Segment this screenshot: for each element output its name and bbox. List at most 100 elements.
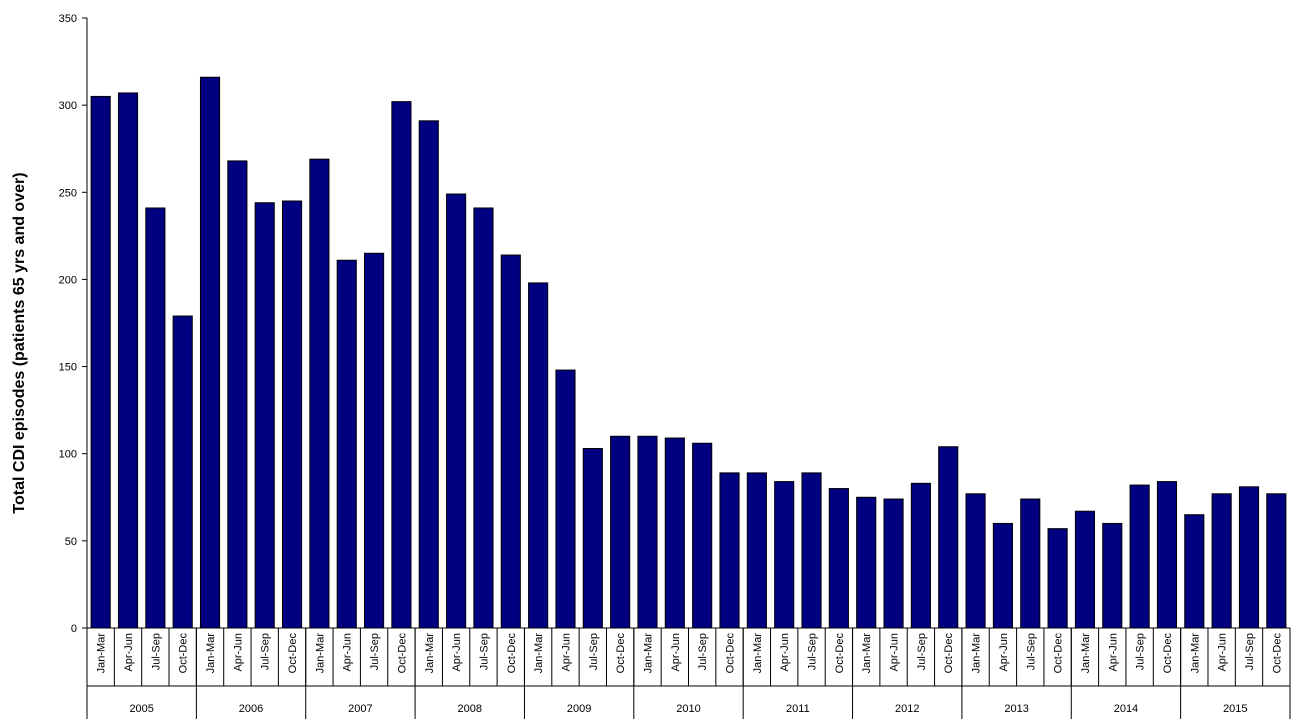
x-quarter-label: Apr-Jun bbox=[1107, 633, 1119, 672]
x-quarter-label: Apr-Jun bbox=[123, 633, 135, 672]
bar bbox=[1047, 528, 1068, 629]
x-quarter-label: Jul-Sep bbox=[1025, 633, 1037, 670]
x-quarter-label: Oct-Dec bbox=[615, 633, 627, 674]
x-quarter-label: Jul-Sep bbox=[478, 633, 490, 670]
bar bbox=[883, 498, 904, 629]
bar bbox=[1184, 514, 1205, 629]
x-quarter-label: Jan-Mar bbox=[533, 633, 545, 674]
bar bbox=[336, 259, 357, 629]
x-quarter-label: Jan-Mar bbox=[752, 633, 764, 674]
x-quarter-label: Oct-Dec bbox=[943, 633, 955, 674]
x-axis: Jan-Mar Apr-Jun Jul-Sep Oct-Dec 2005 Jan-Mar A… bbox=[86, 627, 1291, 719]
bar bbox=[254, 202, 275, 629]
bar bbox=[1238, 486, 1260, 629]
y-tick-label: 200 bbox=[59, 274, 77, 286]
bar bbox=[145, 207, 166, 629]
bar bbox=[391, 101, 412, 629]
y-axis: 0 50 100 150 200 250 300 350 bbox=[59, 13, 88, 635]
x-quarter-label: Jan-Mar bbox=[424, 633, 436, 674]
bar bbox=[582, 447, 603, 629]
bar bbox=[199, 76, 221, 629]
x-quarter-label: Apr-Jun bbox=[1217, 633, 1229, 672]
bar bbox=[1156, 481, 1178, 629]
x-year-label: 2007 bbox=[348, 703, 372, 715]
x-quarter-label: Jan-Mar bbox=[96, 633, 108, 674]
x-year-label: 2012 bbox=[895, 703, 919, 715]
bar bbox=[473, 207, 494, 629]
y-axis-title: Total CDI episodes (patients 65 yrs and … bbox=[11, 172, 28, 513]
y-tick-label: 50 bbox=[65, 536, 77, 548]
x-quarter-label: Jan-Mar bbox=[971, 633, 983, 674]
x-quarter-label: Oct-Dec bbox=[396, 633, 408, 674]
bar bbox=[227, 160, 248, 629]
y-tick-label: 150 bbox=[59, 362, 77, 374]
bar bbox=[774, 481, 795, 629]
x-quarter-label: Oct-Dec bbox=[725, 633, 737, 674]
x-quarter-label: Apr-Jun bbox=[670, 633, 682, 672]
x-quarter-label: Oct-Dec bbox=[1053, 633, 1065, 674]
bar bbox=[856, 496, 877, 629]
x-quarter-label: Oct-Dec bbox=[287, 633, 299, 674]
x-quarter-label: Jul-Sep bbox=[1135, 633, 1147, 670]
bar bbox=[555, 369, 576, 629]
bar bbox=[281, 200, 303, 629]
x-quarter-label: Jan-Mar bbox=[1189, 633, 1201, 674]
x-year-label: 2005 bbox=[129, 703, 153, 715]
bar bbox=[910, 482, 931, 629]
y-tick-label: 250 bbox=[59, 187, 77, 199]
bar bbox=[664, 437, 685, 629]
x-year-label: 2014 bbox=[1114, 703, 1138, 715]
x-quarter-label: Apr-Jun bbox=[779, 633, 791, 672]
bar bbox=[364, 252, 385, 629]
bar bbox=[500, 254, 521, 629]
x-quarter-label: Apr-Jun bbox=[451, 633, 463, 672]
y-tick-label: 350 bbox=[59, 13, 77, 25]
bar bbox=[965, 493, 986, 629]
bar bbox=[610, 435, 631, 629]
x-quarter-label: Jul-Sep bbox=[588, 633, 600, 670]
x-quarter-label: Jan-Mar bbox=[861, 633, 873, 674]
x-quarter-label: Jul-Sep bbox=[916, 633, 928, 670]
y-axis-title-group: Total CDI episodes (patients 65 yrs and … bbox=[11, 172, 28, 513]
x-quarter-label: Jul-Sep bbox=[369, 633, 381, 670]
x-quarter-label: Apr-Jun bbox=[342, 633, 354, 672]
x-quarter-label: Apr-Jun bbox=[998, 633, 1010, 672]
x-quarter-label: Oct-Dec bbox=[178, 633, 190, 674]
bar bbox=[1020, 498, 1041, 629]
x-quarter-label: Jan-Mar bbox=[642, 633, 654, 674]
x-quarter-label: Jan-Mar bbox=[205, 633, 217, 674]
bar bbox=[446, 193, 467, 629]
bar bbox=[90, 95, 111, 629]
x-quarter-label: Apr-Jun bbox=[232, 633, 244, 672]
bar bbox=[1129, 484, 1150, 629]
bar bbox=[528, 282, 549, 629]
x-quarter-label: Apr-Jun bbox=[889, 633, 901, 672]
bar bbox=[1074, 510, 1096, 629]
x-year-label: 2011 bbox=[786, 703, 810, 715]
x-quarter-label: Oct-Dec bbox=[1271, 633, 1283, 674]
bar bbox=[719, 472, 740, 629]
bar bbox=[1211, 493, 1232, 629]
x-quarter-label: Jul-Sep bbox=[807, 633, 819, 670]
bar bbox=[418, 120, 439, 629]
x-quarter-label: Jan-Mar bbox=[314, 633, 326, 674]
x-year-label: 2008 bbox=[458, 703, 482, 715]
y-tick-label: 300 bbox=[59, 100, 77, 112]
bar bbox=[801, 472, 822, 629]
x-quarter-label: Oct-Dec bbox=[506, 633, 518, 674]
y-tick-label: 100 bbox=[59, 449, 77, 461]
y-tick-label: 0 bbox=[71, 623, 77, 635]
bar bbox=[1266, 493, 1287, 629]
bar bbox=[117, 92, 139, 629]
x-quarter-label: Oct-Dec bbox=[834, 633, 846, 674]
x-year-label: 2015 bbox=[1223, 703, 1247, 715]
bar bbox=[172, 315, 193, 629]
bar bbox=[828, 488, 849, 629]
x-quarter-label: Oct-Dec bbox=[1162, 633, 1174, 674]
bar bbox=[746, 472, 767, 629]
x-year-label: 2009 bbox=[567, 703, 591, 715]
bar bbox=[309, 158, 330, 629]
x-quarter-label: Jul-Sep bbox=[697, 633, 709, 670]
x-year-label: 2010 bbox=[676, 703, 700, 715]
